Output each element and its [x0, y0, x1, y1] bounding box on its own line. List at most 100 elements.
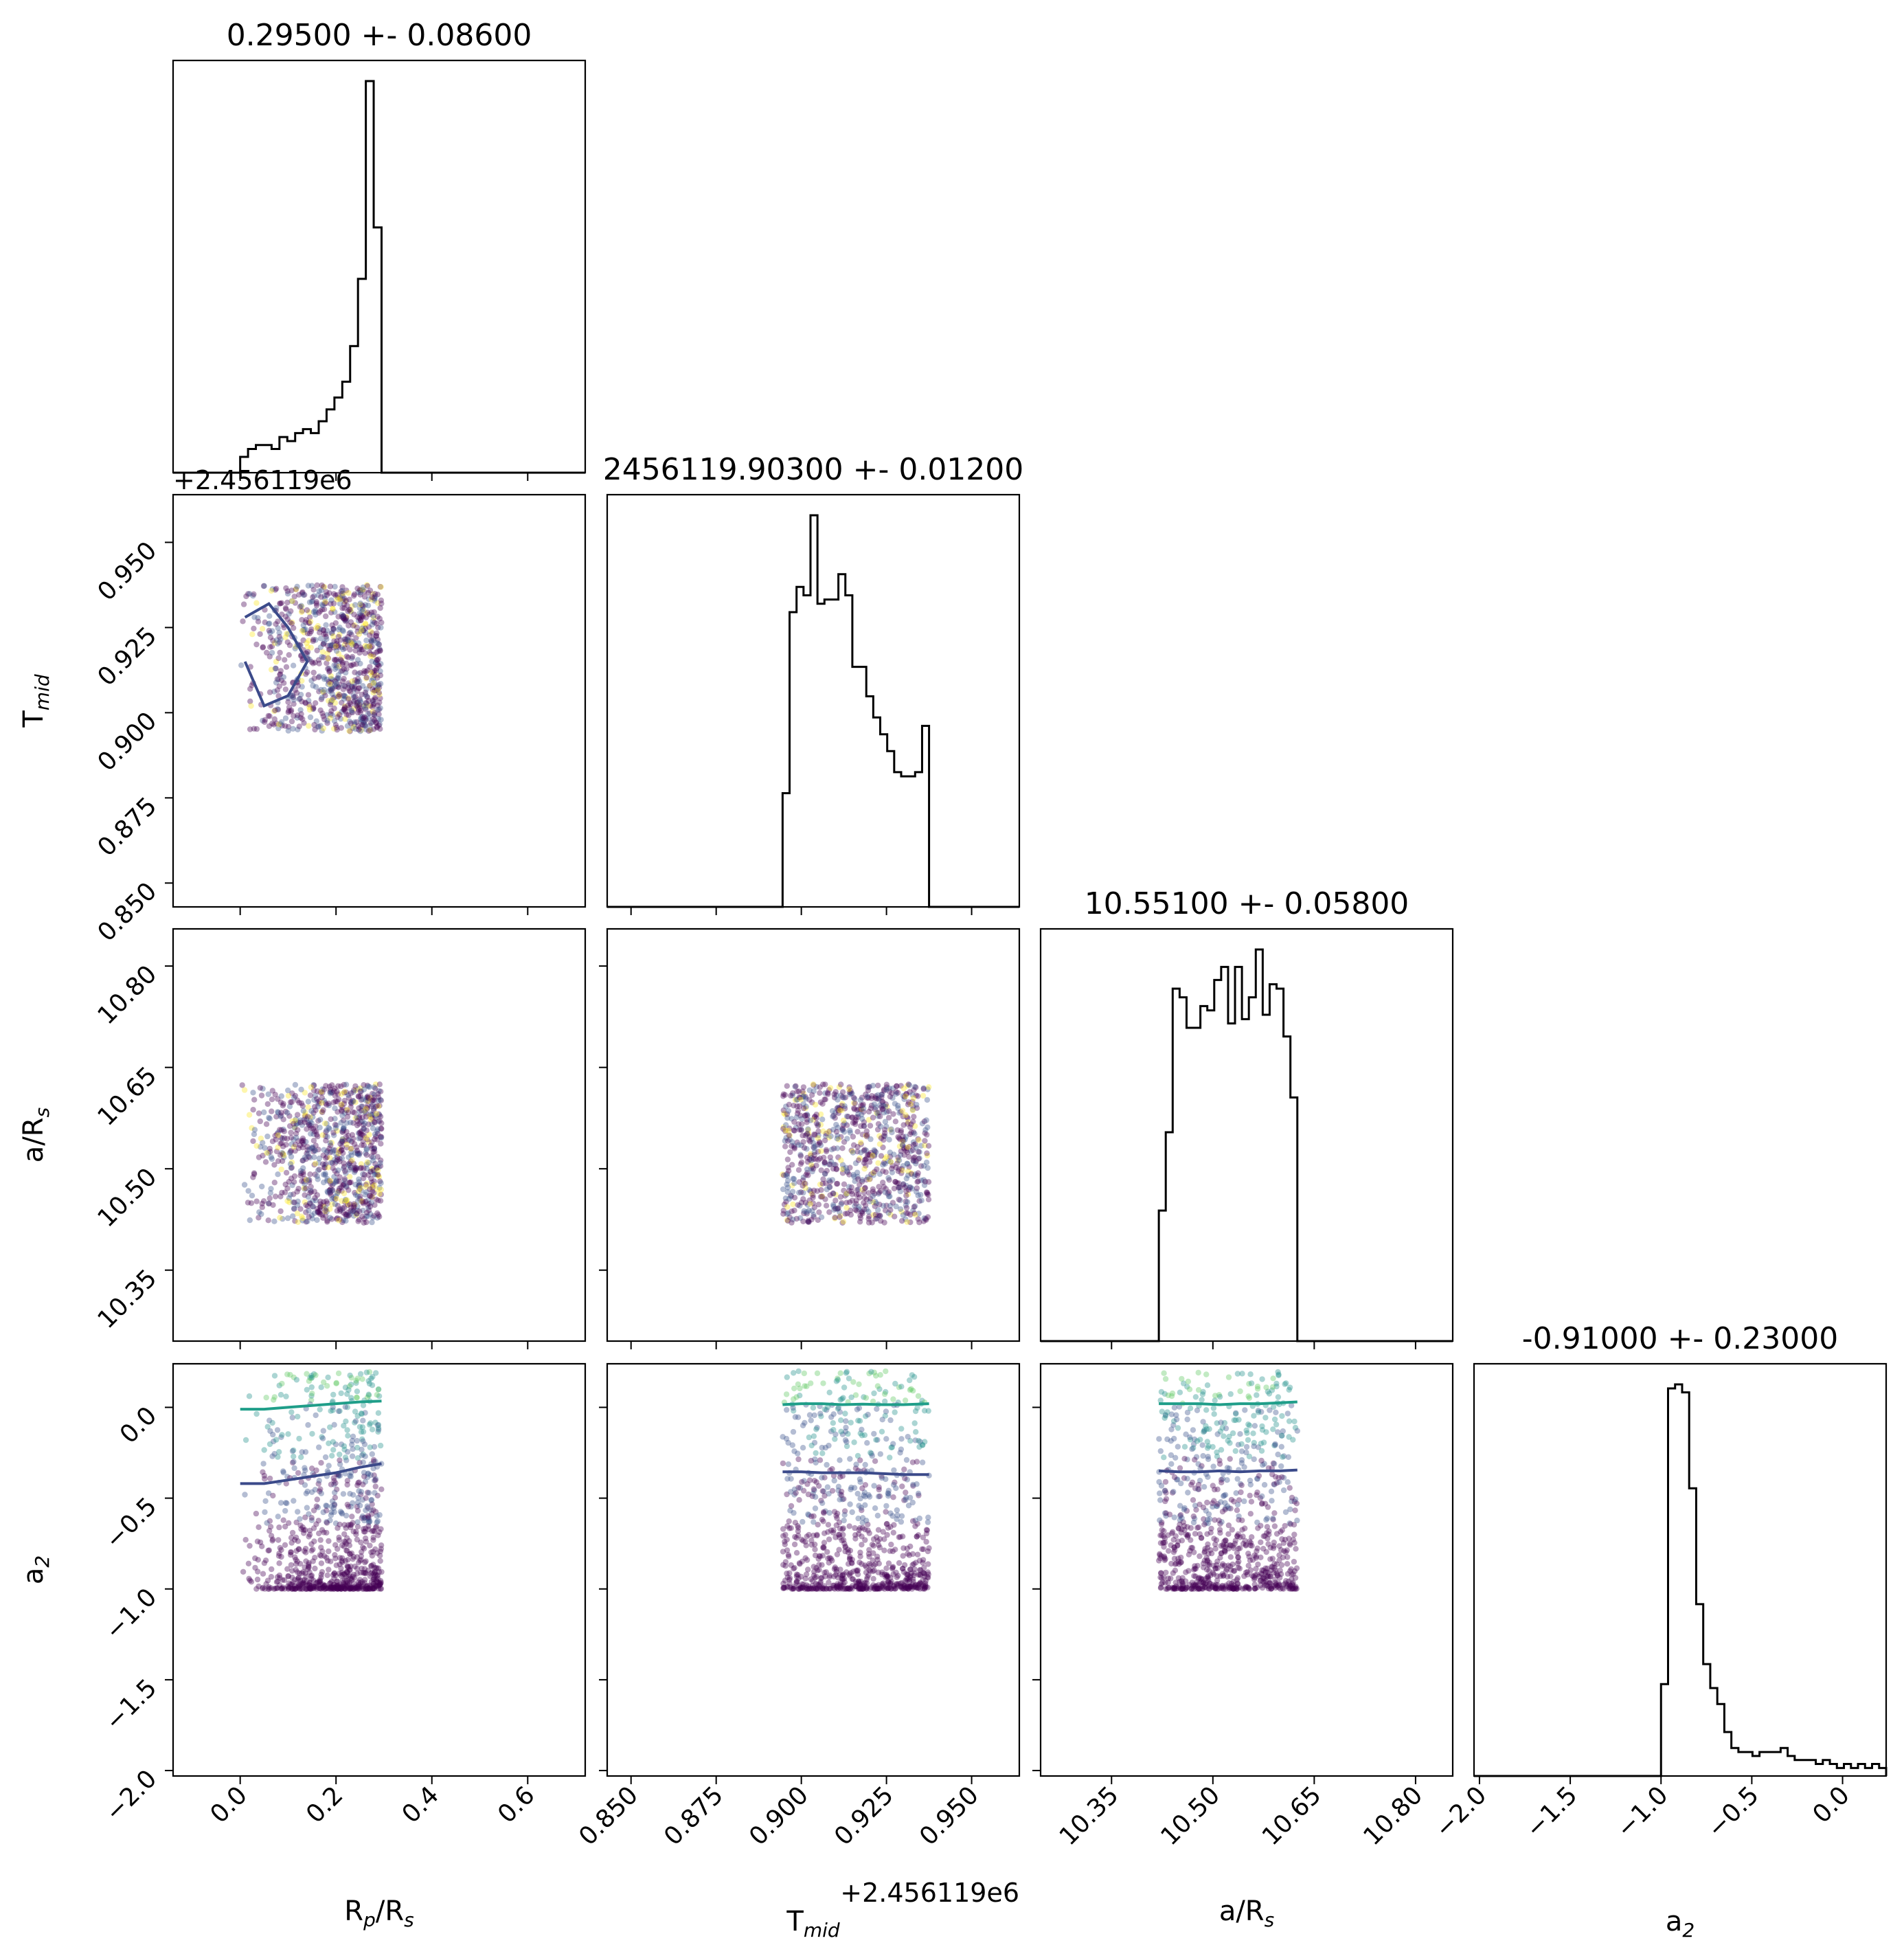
- scatter-point: [857, 1553, 863, 1560]
- scatter-point: [310, 1507, 317, 1514]
- scatter-point: [276, 1560, 282, 1566]
- scatter-point: [339, 1136, 345, 1143]
- scatter-point: [361, 1120, 368, 1127]
- scatter-point: [793, 1394, 800, 1400]
- scatter-point: [366, 643, 372, 649]
- scatter-point: [822, 1573, 828, 1580]
- scatter-point: [273, 1585, 280, 1591]
- scatter-point: [859, 1485, 865, 1492]
- scatter-point: [898, 1426, 905, 1432]
- scatter-point: [852, 1578, 859, 1585]
- scatter-point: [335, 1408, 342, 1415]
- scatter-point: [365, 1490, 372, 1496]
- scatter-point: [802, 1383, 808, 1389]
- scatter-point: [791, 1541, 798, 1548]
- scatter-point: [843, 1200, 850, 1206]
- scatter-point: [289, 693, 295, 699]
- scatter-point: [310, 1145, 316, 1151]
- scatter-point: [350, 1209, 356, 1215]
- x-tick-label: 0.2: [301, 1781, 348, 1828]
- scatter-point: [814, 1532, 820, 1539]
- scatter-point: [286, 708, 292, 714]
- scatter-point: [887, 1093, 894, 1100]
- scatter-point: [311, 1128, 318, 1135]
- scatter-point: [363, 1495, 369, 1501]
- scatter-point: [343, 1145, 350, 1151]
- scatter-point: [341, 693, 348, 699]
- scatter-point: [328, 630, 335, 636]
- scatter-point: [262, 717, 269, 723]
- scatter-point: [377, 583, 383, 590]
- scatter-point: [316, 588, 322, 594]
- scatter-point: [270, 1492, 276, 1499]
- scatter-point: [813, 1115, 820, 1121]
- scatter-point: [311, 1147, 317, 1154]
- scatter-point: [821, 1159, 828, 1166]
- scatter-point: [271, 1394, 277, 1400]
- scatter-point: [339, 1128, 345, 1134]
- scatter-point: [855, 1531, 862, 1537]
- scatter-point: [367, 682, 373, 689]
- panel-frame: [606, 493, 1021, 908]
- scatter-point: [303, 1558, 309, 1564]
- scatter-point: [819, 1500, 826, 1506]
- scatter-point: [266, 723, 273, 730]
- scatter-point: [376, 616, 383, 622]
- scatter-point: [368, 637, 374, 644]
- scatter-point: [347, 728, 353, 734]
- scatter-point: [339, 614, 345, 620]
- scatter-point: [291, 1498, 297, 1504]
- scatter-point: [370, 1507, 376, 1513]
- scatter-point: [360, 603, 366, 609]
- scatter-point: [854, 1571, 861, 1577]
- scatter-point: [259, 626, 266, 632]
- scatter-point: [874, 1512, 881, 1519]
- scatter-point: [808, 1417, 814, 1424]
- scatter-point: [338, 657, 345, 664]
- scatter-point: [315, 625, 321, 631]
- scatter-point: [304, 1386, 310, 1393]
- scatter-point: [353, 635, 359, 641]
- scatter-point: [367, 723, 373, 729]
- scatter-point: [372, 1202, 378, 1209]
- scatter-point: [356, 1182, 362, 1189]
- scatter-point: [378, 1486, 385, 1492]
- scatter-point: [365, 624, 372, 630]
- scatter-point: [795, 1142, 802, 1148]
- scatter-point: [283, 585, 289, 592]
- scatter-point: [826, 1389, 832, 1396]
- scatter-point: [355, 675, 361, 682]
- scatter-point: [328, 600, 334, 607]
- scatter-point: [324, 717, 330, 724]
- scatter-point: [326, 668, 332, 674]
- scatter-point: [784, 1547, 791, 1553]
- scatter-point: [354, 688, 361, 695]
- scatter-point: [904, 1219, 910, 1225]
- scatter-point: [369, 1103, 375, 1110]
- scatter-point: [828, 1147, 835, 1153]
- scatter-point: [348, 629, 354, 636]
- scatter-point: [909, 1459, 916, 1465]
- scatter-point: [359, 602, 365, 609]
- scatter-point: [372, 591, 378, 597]
- scatter-point: [863, 1518, 870, 1524]
- histogram-step-a-r-s: [1041, 948, 1453, 1342]
- scatter-point: [340, 613, 347, 619]
- scatter-point: [1267, 1407, 1273, 1413]
- scatter-point: [354, 1519, 361, 1525]
- scatter-point: [249, 1193, 256, 1199]
- scatter-point: [840, 1525, 847, 1531]
- scatter-point: [827, 1085, 834, 1091]
- scatter-point: [278, 1110, 284, 1116]
- scatter-point: [819, 1474, 825, 1481]
- scatter-point: [300, 1157, 306, 1164]
- scatter-point: [846, 1188, 852, 1194]
- scatter-point: [338, 588, 344, 594]
- scatter-point: [861, 1206, 868, 1213]
- scatter-point: [267, 1116, 273, 1122]
- scatter-point: [329, 685, 335, 691]
- scatter-point: [870, 1582, 876, 1588]
- scatter-point: [330, 1187, 336, 1193]
- scatter-point: [835, 1483, 842, 1490]
- scatter-point: [339, 1542, 345, 1549]
